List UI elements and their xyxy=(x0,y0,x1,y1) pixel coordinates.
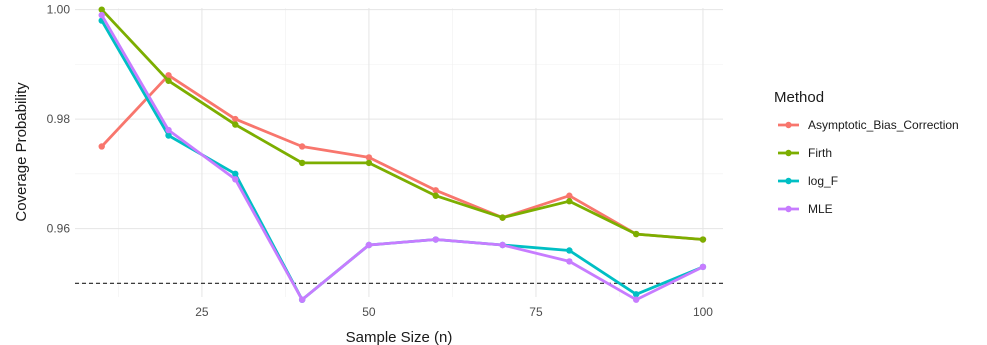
y-tick-label: 1.00 xyxy=(47,3,71,17)
data-point xyxy=(232,170,239,178)
series-line xyxy=(100,8,705,241)
series-asymptotic-bias-correction xyxy=(98,72,707,243)
x-tick-label: 75 xyxy=(529,305,543,319)
legend: Method Asymptotic_Bias_Correction Firth lo… xyxy=(774,89,959,216)
legend-point xyxy=(785,121,792,129)
x-axis-title: Sample Size (n) xyxy=(346,329,453,345)
y-axis-title: Coverage Probability xyxy=(13,82,30,222)
data-point xyxy=(632,230,640,238)
data-point xyxy=(165,72,172,79)
minor-gridlines xyxy=(75,8,723,297)
data-point xyxy=(98,143,105,150)
data-point xyxy=(165,126,172,134)
x-tick-label: 25 xyxy=(195,305,209,319)
legend-title: Method xyxy=(774,89,824,106)
data-point xyxy=(566,258,573,265)
y-tick-labels: 0.96 0.98 1.00 xyxy=(47,3,71,236)
data-point xyxy=(566,247,573,254)
data-point xyxy=(699,236,707,243)
data-point xyxy=(632,291,640,298)
x-tick-label: 100 xyxy=(693,305,713,319)
data-point xyxy=(298,143,306,150)
legend-item: Firth xyxy=(778,146,832,160)
major-gridlines xyxy=(75,8,723,297)
y-tick-label: 0.98 xyxy=(47,112,71,126)
legend-label: Asymptotic_Bias_Correction xyxy=(808,118,959,132)
data-point xyxy=(232,115,239,123)
data-point xyxy=(432,187,439,194)
data-point xyxy=(298,296,306,303)
data-point xyxy=(699,263,707,271)
x-tick-labels: 25 50 75 100 xyxy=(195,305,713,319)
data-point xyxy=(165,132,172,139)
data-point xyxy=(232,121,239,128)
data-point xyxy=(566,192,573,199)
legend-point xyxy=(785,149,792,157)
series-layer xyxy=(98,6,707,303)
data-point xyxy=(632,296,640,303)
data-point xyxy=(499,214,506,221)
data-point xyxy=(432,236,439,243)
series-log-f xyxy=(98,17,707,303)
legend-label: log_F xyxy=(808,174,838,188)
legend-label: Firth xyxy=(808,146,832,160)
series-line xyxy=(100,19,705,302)
data-point xyxy=(432,192,439,199)
data-point xyxy=(365,241,373,249)
data-point xyxy=(365,154,373,161)
data-point xyxy=(499,241,506,249)
data-point xyxy=(98,6,105,13)
legend-label: MLE xyxy=(808,202,833,216)
data-point xyxy=(232,176,239,183)
legend-point xyxy=(785,177,792,185)
series-line xyxy=(100,73,705,241)
legend-item: log_F xyxy=(778,174,838,188)
data-point xyxy=(365,159,373,167)
legend-item: MLE xyxy=(778,202,833,216)
data-point xyxy=(165,77,172,84)
legend-items: Asymptotic_Bias_Correction Firth log_F MLE xyxy=(778,118,959,216)
series-firth xyxy=(98,6,707,243)
data-point xyxy=(566,198,573,205)
data-point xyxy=(98,11,105,19)
legend-item: Asymptotic_Bias_Correction xyxy=(778,118,959,132)
legend-point xyxy=(785,205,792,213)
x-tick-label: 50 xyxy=(362,305,376,319)
series-line xyxy=(100,13,705,302)
data-point xyxy=(298,159,306,167)
series-mle xyxy=(98,11,707,303)
y-tick-label: 0.96 xyxy=(47,222,71,236)
